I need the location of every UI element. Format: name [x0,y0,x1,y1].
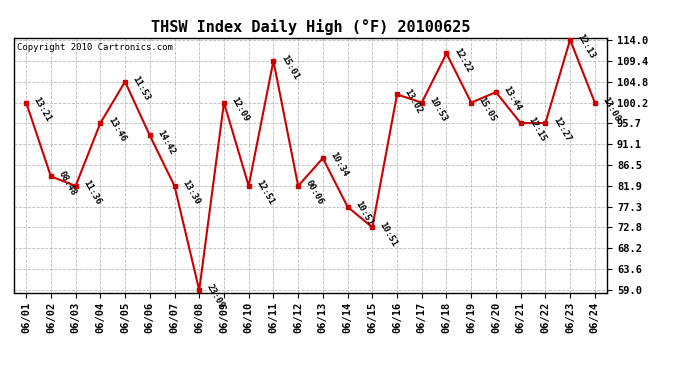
Text: 14:42: 14:42 [155,128,177,156]
Text: 10:51: 10:51 [378,220,399,248]
Text: 12:27: 12:27 [551,116,572,144]
Text: 13:08: 13:08 [600,95,622,123]
Text: 15:01: 15:01 [279,54,300,81]
Text: 12:13: 12:13 [575,33,597,60]
Text: 13:44: 13:44 [502,85,523,112]
Text: Copyright 2010 Cartronics.com: Copyright 2010 Cartronics.com [17,43,172,52]
Text: 12:51: 12:51 [254,178,275,207]
Text: 10:51: 10:51 [353,200,375,227]
Text: 13:02: 13:02 [402,87,424,115]
Text: 12:09: 12:09 [230,95,250,123]
Text: 13:46: 13:46 [106,116,127,144]
Text: 00:06: 00:06 [304,178,325,207]
Text: 10:34: 10:34 [328,151,350,178]
Text: 10:53: 10:53 [427,95,449,123]
Text: 12:22: 12:22 [452,46,473,74]
Text: 11:53: 11:53 [130,74,152,102]
Text: 13:30: 13:30 [180,178,201,207]
Text: 13:21: 13:21 [32,95,53,123]
Text: 08:48: 08:48 [57,169,78,197]
Text: 15:05: 15:05 [477,95,498,123]
Text: 23:09: 23:09 [205,283,226,311]
Text: 12:15: 12:15 [526,116,547,144]
Title: THSW Index Daily High (°F) 20100625: THSW Index Daily High (°F) 20100625 [151,19,470,35]
Text: 11:36: 11:36 [81,178,102,207]
